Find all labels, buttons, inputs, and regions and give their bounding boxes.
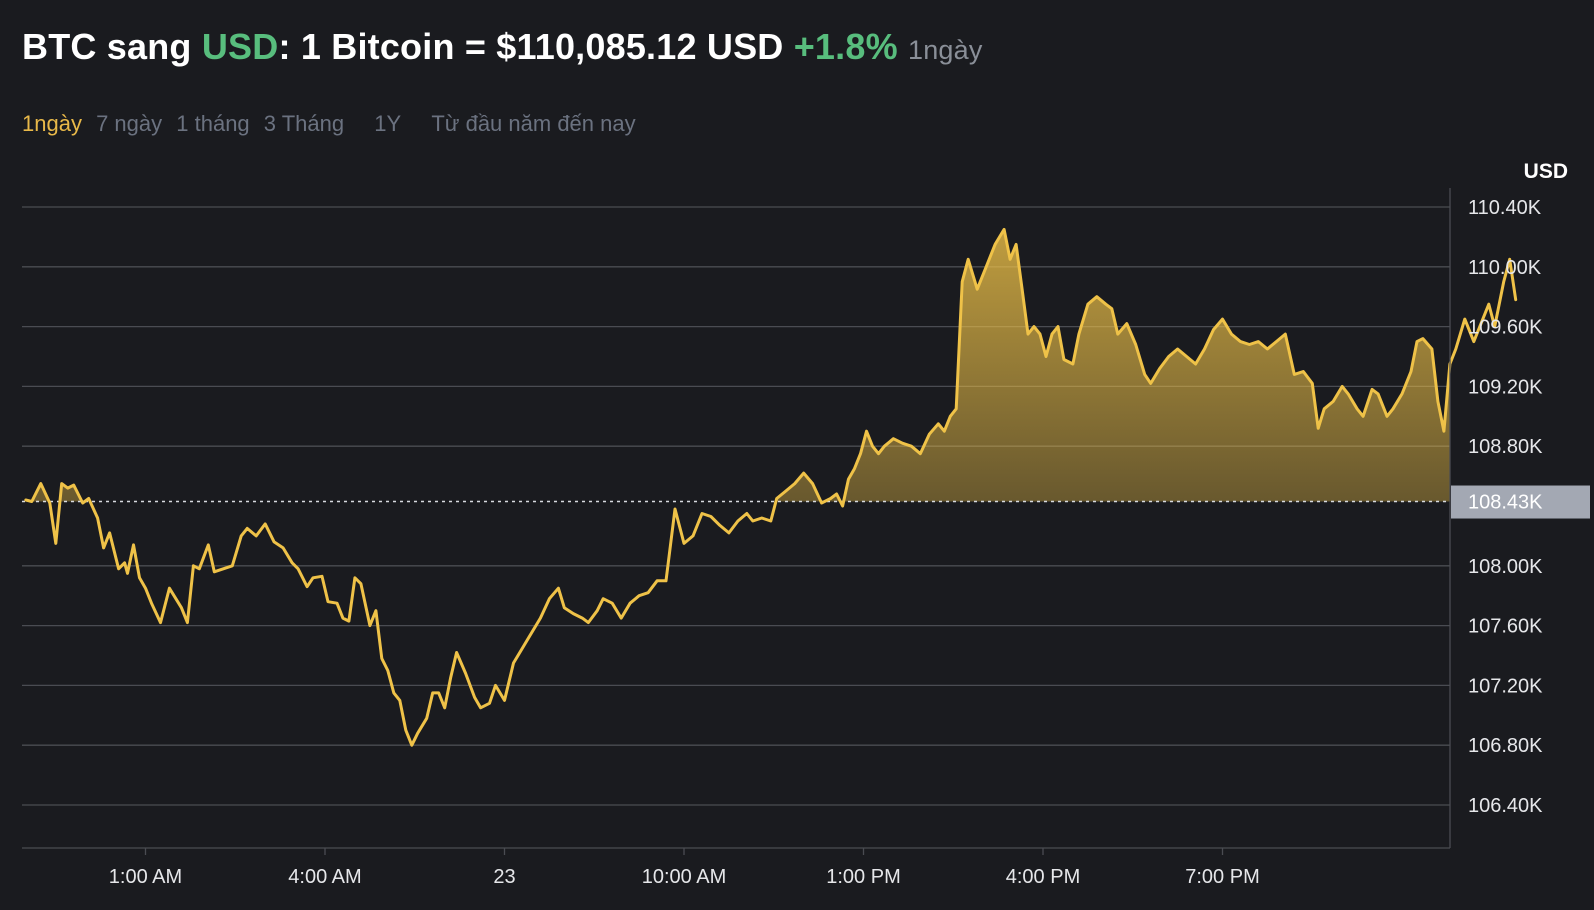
tab-1month[interactable]: 1 tháng — [176, 111, 250, 136]
y-tick-label: 107.20K — [1468, 675, 1543, 697]
y-tick-label: 109.20K — [1468, 376, 1543, 398]
price-header: BTC sang USD: 1 Bitcoin = $110,085.12 US… — [22, 26, 983, 68]
x-tick-label: 4:00 PM — [1006, 866, 1080, 888]
range-tabs: 1ngày 7 ngày 1 tháng 3 Tháng 1Y Từ đầu n… — [22, 111, 636, 137]
y-tick-label: 109.60K — [1468, 317, 1543, 339]
title-main: : 1 Bitcoin = $110,085.12 USD — [278, 26, 794, 67]
y-tick-label: 108.00K — [1468, 556, 1543, 578]
reference-label: 108.43K — [1468, 492, 1543, 514]
price-change: +1.8% — [793, 26, 898, 67]
y-tick-label: 106.40K — [1468, 795, 1543, 817]
tab-ytd[interactable]: Từ đầu năm đến nay — [431, 111, 636, 136]
x-tick-label: 1:00 AM — [109, 866, 182, 888]
tab-3months[interactable]: 3 Tháng — [263, 111, 345, 136]
area-fill — [25, 229, 1450, 502]
grid — [22, 206, 1450, 806]
area-fill-path — [25, 229, 1450, 502]
x-tick-label: 10:00 AM — [642, 866, 727, 888]
x-tick-label: 23 — [493, 866, 515, 888]
currency-link[interactable]: USD — [201, 26, 279, 67]
change-period: 1ngày — [907, 35, 983, 65]
y-axis: 110.40K 110.00K 109.60K 109.20K 108.80K 108.0… — [1449, 188, 1543, 848]
reference-line-group: 108.43K — [22, 485, 1590, 519]
y-tick-label: 108.80K — [1468, 436, 1543, 458]
y-tick-label: 110.40K — [1468, 197, 1542, 219]
series-line-group — [24, 227, 1518, 747]
reference-badge — [1451, 485, 1590, 519]
tab-1year[interactable]: 1Y — [374, 111, 402, 136]
title-prefix: BTC sang — [22, 26, 202, 67]
tab-7days[interactable]: 7 ngày — [96, 111, 163, 136]
x-tick-label: 4:00 AM — [288, 866, 361, 888]
price-line — [24, 227, 1518, 747]
y-tick-label: 106.80K — [1468, 735, 1543, 757]
y-tick-label: 107.60K — [1468, 616, 1543, 638]
x-tick-label: 1:00 PM — [826, 866, 900, 888]
x-axis: 1:00 AM 4:00 AM 23 10:00 AM 1:00 PM 4:00 PM 7:… — [22, 847, 1450, 888]
y-axis-unit: USD — [1523, 160, 1568, 183]
y-tick-label: 110.00K — [1468, 257, 1542, 279]
tab-1day[interactable]: 1ngày — [22, 111, 82, 136]
x-tick-label: 7:00 PM — [1185, 866, 1259, 888]
